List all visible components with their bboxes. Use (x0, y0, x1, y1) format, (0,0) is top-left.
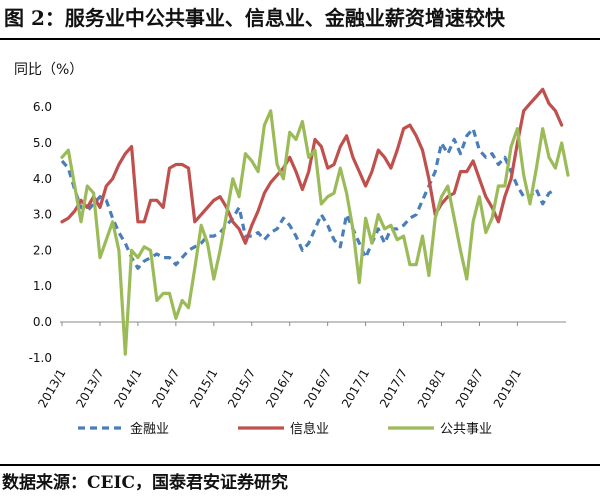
x-tick-label: 2013/7 (73, 367, 106, 411)
x-tick-label: 2016/1 (263, 367, 296, 411)
y-axis: -1.0 0.0 1.0 2.0 3.0 4.0 5.0 6.0 (29, 100, 566, 365)
x-tick-label: 2014/1 (111, 367, 144, 411)
x-tick-label: 2017/7 (377, 367, 410, 411)
figure-title: 图 2：服务业中公共事业、信息业、金融业薪资增速较快 (4, 6, 505, 30)
x-tick-label: 2016/7 (301, 367, 334, 411)
x-tick-label: 2014/7 (149, 367, 182, 411)
y-tick-label: 2.0 (33, 243, 52, 257)
series-lines (60, 87, 570, 356)
legend-label: 信息业 (290, 421, 329, 437)
x-tick-label: 2013/1 (35, 367, 68, 411)
x-tick-label: 2019/1 (491, 367, 524, 411)
y-tick-label: -1.0 (29, 351, 52, 365)
y-tick-label: 0.0 (33, 315, 52, 329)
legend-label: 公共事业 (440, 422, 492, 437)
x-tick-label: 2018/7 (453, 367, 486, 411)
series-line-公共事业 (60, 109, 570, 356)
series-line-金融业 (60, 127, 557, 270)
x-tick-label: 2015/7 (225, 367, 258, 411)
source-rule (0, 464, 600, 466)
y-tick-label: 4.0 (33, 172, 52, 186)
legend-label: 金融业 (130, 421, 169, 437)
series-line-信息业 (60, 87, 564, 245)
y-tick-label: 1.0 (33, 279, 52, 293)
y-axis-label: 同比（%） (14, 62, 83, 78)
source-note: 数据来源：CEIC，国泰君安证券研究 (2, 473, 288, 493)
y-tick-label: 5.0 (33, 136, 52, 150)
x-axis: 2013/1 2013/7 2014/1 2014/7 2015/1 2015/7 2016… (35, 322, 524, 410)
y-tick-label: 6.0 (33, 100, 52, 114)
x-tick-label: 2018/1 (415, 367, 448, 411)
title-rule (0, 38, 600, 40)
x-tick-label: 2015/1 (187, 367, 220, 411)
legend: 金融业 信息业 公共事业 (78, 421, 492, 437)
y-tick-label: 3.0 (33, 208, 52, 222)
x-tick-label: 2017/1 (339, 367, 372, 411)
